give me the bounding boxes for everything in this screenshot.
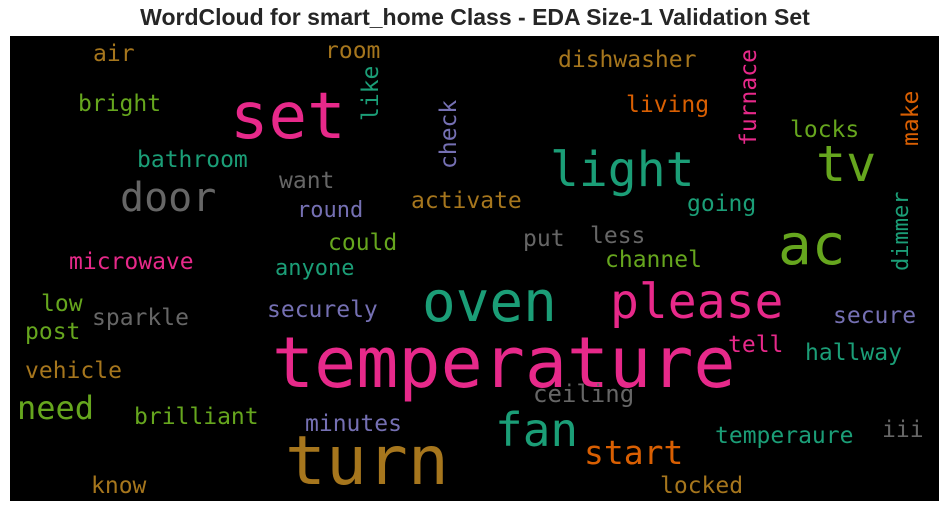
word-round: round: [297, 198, 363, 223]
word-iii: iii: [882, 417, 924, 443]
word-bathroom: bathroom: [137, 147, 248, 173]
word-tv: tv: [816, 135, 876, 193]
word-temperaure: temperaure: [715, 423, 853, 449]
wordcloud-svg: temperature turn oven please set light ac tv fan…: [17, 38, 924, 501]
word-vehicle: vehicle: [25, 358, 122, 384]
word-secure: secure: [833, 303, 916, 329]
wordcloud-canvas: temperature turn oven please set light ac tv fan…: [10, 36, 939, 501]
word-know: know: [91, 473, 147, 499]
word-microwave: microwave: [69, 249, 194, 275]
word-dishwasher: dishwasher: [558, 47, 696, 73]
word-set: set: [230, 80, 346, 154]
word-minutes: minutes: [305, 411, 402, 437]
word-securely: securely: [267, 297, 378, 323]
word-locked: locked: [660, 473, 743, 499]
word-like: like: [358, 66, 384, 121]
word-fan: fan: [495, 403, 578, 457]
word-oven: oven: [422, 270, 557, 335]
word-check: check: [436, 100, 462, 169]
word-channel: channel: [605, 247, 702, 273]
word-locks: locks: [790, 117, 859, 143]
word-low: low: [41, 291, 83, 317]
word-turn: turn: [285, 422, 449, 501]
word-sparkle: sparkle: [92, 305, 189, 331]
word-tell: tell: [728, 332, 783, 358]
word-could: could: [328, 230, 397, 256]
word-want: want: [279, 168, 334, 194]
word-door: door: [120, 175, 216, 221]
word-put: put: [523, 226, 565, 252]
word-dimmer: dimmer: [889, 192, 914, 271]
word-light: light: [550, 142, 695, 198]
word-going: going: [687, 191, 756, 217]
word-air: air: [93, 41, 135, 67]
word-temperature: temperature: [272, 322, 736, 404]
word-ceiling: ceiling: [533, 380, 634, 408]
word-room: room: [325, 38, 380, 64]
word-brilliant: brilliant: [134, 404, 259, 430]
word-need: need: [17, 389, 94, 427]
chart-title: WordCloud for smart_home Class - EDA Siz…: [140, 4, 810, 30]
word-activate: activate: [411, 188, 522, 214]
word-anyone: anyone: [275, 256, 354, 281]
word-post: post: [25, 319, 80, 345]
word-make: make: [898, 91, 924, 146]
word-please: please: [610, 274, 783, 330]
word-start: start: [584, 433, 683, 472]
word-living: living: [626, 92, 709, 118]
word-bright: bright: [78, 91, 161, 117]
word-furnace: furnace: [736, 49, 762, 146]
word-ac: ac: [778, 213, 845, 278]
word-hallway: hallway: [805, 340, 902, 366]
word-less: less: [590, 223, 645, 249]
